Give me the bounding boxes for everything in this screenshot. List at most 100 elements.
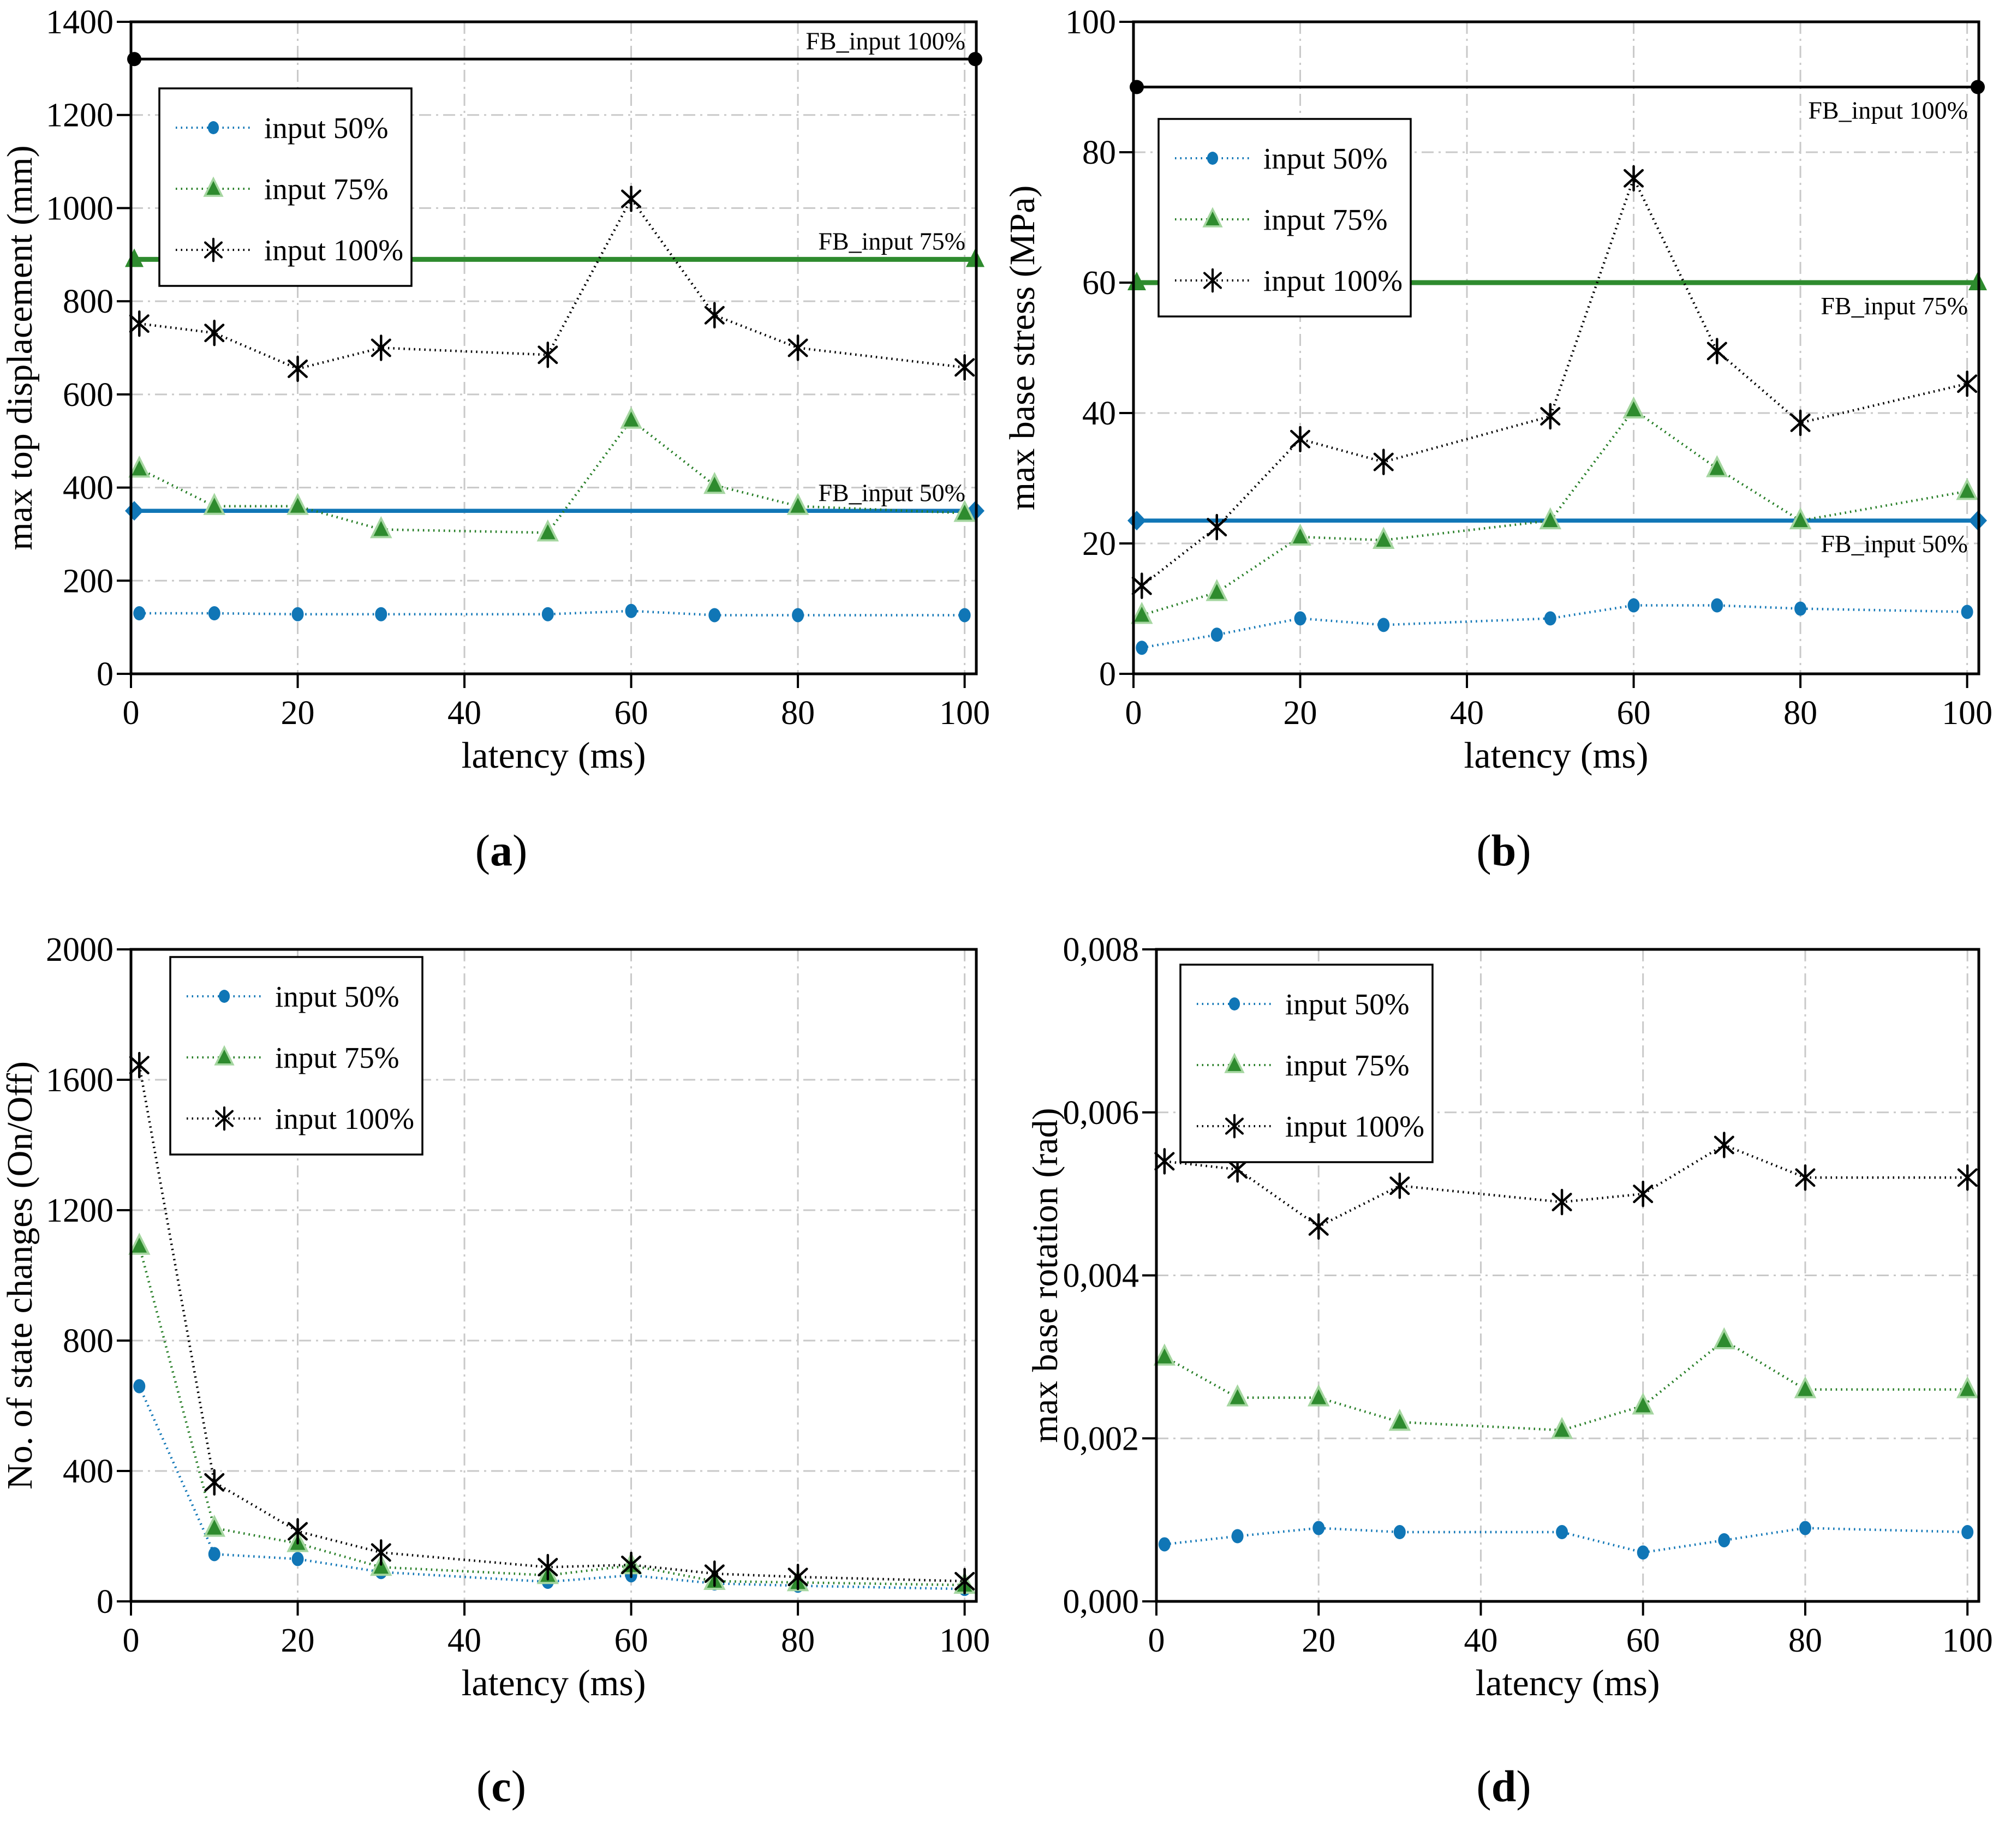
y-tick-label: 0,008 xyxy=(1063,931,1139,968)
asterisk-marker xyxy=(1633,1180,1654,1207)
triangle-marker xyxy=(1550,1416,1573,1439)
x-tick-label: 0 xyxy=(1148,1622,1165,1659)
triangle-marker xyxy=(1794,1376,1817,1398)
legend-box xyxy=(158,87,413,287)
triangle-marker xyxy=(1956,477,1978,500)
circle-marker xyxy=(208,1547,220,1562)
x-axis-label: latency (ms) xyxy=(462,734,646,776)
circle-marker xyxy=(1377,618,1390,632)
x-axis-label: latency (ms) xyxy=(1476,1662,1660,1703)
axis-box xyxy=(129,948,978,1603)
asterisk-marker xyxy=(287,355,308,382)
asterisk-marker xyxy=(1373,448,1394,475)
triangle-marker xyxy=(1153,1343,1176,1366)
y-axis-label: No. of state changes (On/Off) xyxy=(0,1061,40,1490)
y-tick-label: 1000 xyxy=(46,190,114,227)
y-tick-label: 400 xyxy=(63,1453,114,1490)
asterisk-marker xyxy=(1706,338,1727,364)
diamond-marker xyxy=(1127,511,1146,531)
asterisk-marker xyxy=(621,1551,642,1578)
y-tick-label: 60 xyxy=(1082,265,1116,302)
x-tick-label: 0 xyxy=(123,695,140,732)
triangle-marker xyxy=(1622,396,1645,419)
x-tick-label: 20 xyxy=(1302,1622,1335,1659)
caption-row-top: (a) (b) xyxy=(0,797,2005,905)
circle-marker xyxy=(1207,152,1219,165)
asterisk-marker xyxy=(1154,1148,1175,1175)
circle-marker xyxy=(127,52,141,67)
circle-marker xyxy=(958,608,971,623)
panel-caption-d: (d) xyxy=(1476,1761,1531,1811)
series-line-input75 xyxy=(1163,1339,1968,1432)
panel-caption-b: (b) xyxy=(1476,826,1531,875)
circle-marker xyxy=(1637,1545,1649,1560)
asterisk-marker xyxy=(1957,1164,1978,1191)
asterisk-marker xyxy=(1540,403,1561,430)
circle-marker xyxy=(1544,611,1556,626)
chart-panel-b: FB_input 100% FB_input 75% FB_input 50% inp… xyxy=(1002,4,1992,776)
y-tick-label: 1400 xyxy=(46,4,114,41)
legend-item-label: input 75% xyxy=(1263,203,1388,236)
x-tick-label: 100 xyxy=(1942,695,1992,732)
triangle-marker xyxy=(1206,579,1228,601)
y-tick-label: 0,002 xyxy=(1063,1420,1139,1457)
asterisk-marker xyxy=(1795,1164,1816,1191)
y-tick-label: 0 xyxy=(97,1583,114,1620)
triangle-marker xyxy=(1202,207,1223,228)
asterisk-marker xyxy=(204,319,225,346)
x-tick-label: 100 xyxy=(1942,1622,1993,1659)
triangle-marker xyxy=(370,516,392,539)
y-tick-label: 0 xyxy=(1099,656,1116,693)
y-tick-label: 1200 xyxy=(46,97,114,134)
x-axis-label: latency (ms) xyxy=(462,1662,646,1703)
circle-marker xyxy=(708,608,721,623)
asterisk-marker xyxy=(1308,1213,1329,1240)
triangle-marker xyxy=(1131,601,1153,624)
triangle-marker xyxy=(1224,1052,1245,1073)
fb-line-label: FB_input 75% xyxy=(1821,292,1968,320)
asterisk-marker xyxy=(1225,1114,1244,1139)
chart-row-bottom: input 50% input 75% input 100% 0 20 40 60 80 100… xyxy=(0,928,2005,1724)
legend-box xyxy=(169,956,423,1156)
triangle-marker xyxy=(703,471,726,494)
triangle-marker xyxy=(953,500,976,522)
asterisk-marker xyxy=(787,334,808,361)
triangle-marker xyxy=(203,1515,225,1537)
asterisk-marker xyxy=(954,354,975,381)
circle-marker xyxy=(1961,1525,1974,1540)
x-tick-label: 20 xyxy=(1284,695,1317,732)
asterisk-marker xyxy=(1207,513,1227,541)
fb-line-label: FB_input 50% xyxy=(1821,530,1968,558)
panel-caption-c: (c) xyxy=(476,1761,527,1811)
y-tick-label: 40 xyxy=(1082,395,1116,432)
legend-item-label: input 100% xyxy=(275,1102,414,1135)
series-line-input100 xyxy=(138,1064,965,1583)
triangle-marker xyxy=(1226,1384,1249,1407)
circle-marker xyxy=(792,608,804,623)
triangle-marker xyxy=(620,406,642,429)
legend-item-label: input 50% xyxy=(1263,142,1388,175)
circle-marker xyxy=(1556,1525,1568,1540)
y-tick-label: 0,000 xyxy=(1063,1583,1139,1620)
triangle-marker xyxy=(1539,507,1562,530)
y-tick-label: 1200 xyxy=(46,1192,114,1229)
asterisk-marker xyxy=(214,1106,234,1131)
triangle-marker xyxy=(1289,523,1311,546)
x-tick-label: 0 xyxy=(1125,695,1142,732)
legend-item-label: input 75% xyxy=(1285,1049,1410,1082)
triangle-marker xyxy=(786,493,809,515)
x-tick-label: 20 xyxy=(281,1622,315,1659)
asterisk-marker xyxy=(1552,1188,1572,1216)
x-tick-label: 80 xyxy=(781,695,815,732)
fb-line-label: FB_input 100% xyxy=(1808,97,1968,124)
circle-marker xyxy=(1312,1521,1325,1535)
fb-line-label: FB_input 100% xyxy=(805,27,965,55)
x-tick-label: 40 xyxy=(447,1622,481,1659)
y-axis-label: max top displacement (mm) xyxy=(0,145,40,550)
legend-box xyxy=(1179,964,1434,1163)
asterisk-marker xyxy=(787,1563,808,1590)
x-tick-label: 100 xyxy=(939,695,990,732)
asterisk-marker xyxy=(1131,572,1152,599)
circle-marker xyxy=(1231,1529,1244,1544)
